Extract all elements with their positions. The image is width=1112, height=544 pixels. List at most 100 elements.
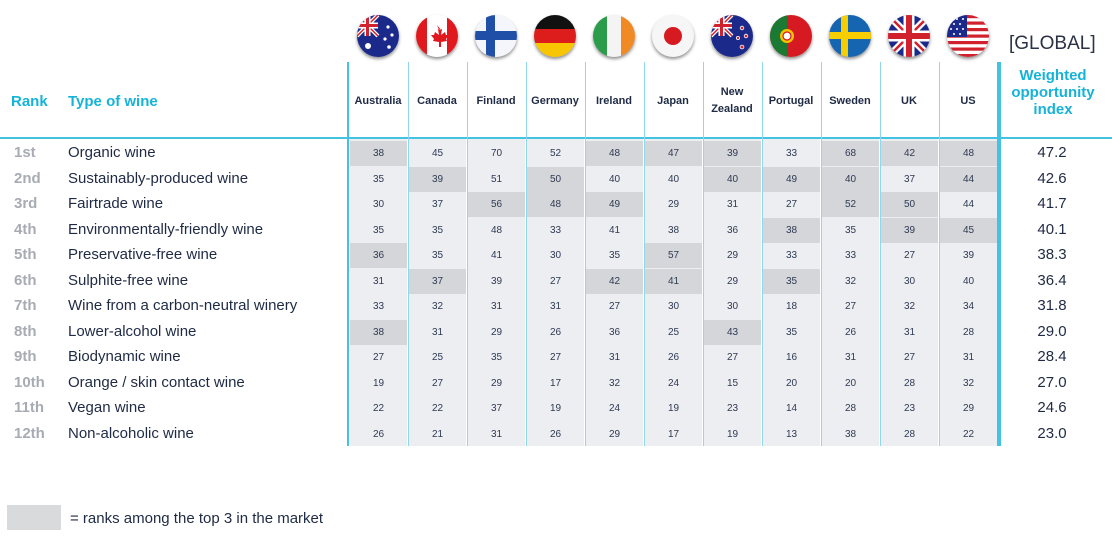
value-cell: 25: [667, 326, 680, 338]
value-cell: 28: [903, 428, 916, 440]
column-divider: [821, 62, 822, 446]
value-cell: 37: [409, 268, 466, 294]
weighted-index-header: Weighted opportunity index: [998, 67, 1108, 118]
header-divider: [0, 137, 1112, 139]
weighted-header-line: opportunity: [1011, 84, 1095, 101]
wine-type-cell: Fairtrade wine: [68, 195, 164, 212]
value-cell: 45: [940, 217, 997, 243]
value-cell: 41: [608, 224, 621, 236]
value-cell: 22: [962, 428, 975, 440]
value-cell: 18: [785, 301, 798, 312]
country-header: Japan: [644, 93, 702, 110]
value-cell: 31: [490, 428, 503, 440]
value-cell: 31: [726, 199, 739, 210]
value-cell: 32: [431, 301, 444, 312]
value-cell: 68: [822, 141, 879, 166]
country-header: New Zealand: [703, 84, 761, 118]
weighted-header-line: index: [1033, 101, 1073, 118]
value-cell: 17: [667, 428, 680, 440]
value-cell: 30: [903, 275, 916, 287]
value-cell: 35: [372, 224, 385, 236]
wine-type-cell: Wine from a carbon-neutral winery: [68, 297, 298, 314]
weighted-index-cell: 36.4: [1037, 271, 1067, 289]
value-cell: 48: [490, 224, 503, 236]
value-cell: 39: [409, 166, 466, 192]
column-divider: [526, 62, 527, 446]
value-cell: 14: [785, 403, 798, 414]
value-cell: 39: [490, 275, 503, 287]
value-cell: 35: [490, 352, 503, 363]
value-cell: 33: [372, 301, 385, 312]
value-cell: 41: [645, 268, 702, 294]
value-cell: 39: [962, 250, 975, 261]
value-cell: 35: [431, 224, 444, 236]
value-cell: 30: [667, 301, 680, 312]
rank-cell: 5th: [14, 246, 37, 263]
value-cell: 26: [549, 428, 562, 440]
weighted-index-cell: 42.6: [1037, 169, 1067, 187]
ireland-flag-icon: [593, 15, 635, 57]
legend-text: = ranks among the top 3 in the market: [70, 510, 324, 527]
wine-type-cell: Vegan wine: [68, 399, 146, 416]
value-cell: 31: [431, 326, 444, 338]
global-label: [GLOBAL]: [1009, 33, 1096, 54]
country-name-line: Ireland: [595, 95, 633, 107]
country-header: Portugal: [762, 93, 820, 110]
value-cell: 39: [704, 141, 761, 166]
value-cell: 50: [527, 166, 584, 192]
value-cell: 40: [704, 166, 761, 192]
value-cell: 47: [645, 141, 702, 166]
rank-cell: 9th: [14, 348, 37, 365]
value-cell: 31: [549, 301, 562, 312]
value-cell: 29: [726, 275, 739, 287]
country-name-line: Portugal: [768, 95, 814, 107]
country-name-line: Zealand: [711, 103, 753, 115]
value-cell: 48: [940, 141, 997, 166]
value-cell: 31: [962, 352, 975, 363]
value-cell: 19: [726, 428, 739, 440]
value-cell: 29: [490, 326, 503, 338]
value-cell: 42: [586, 268, 643, 294]
value-cell: 32: [844, 275, 857, 287]
weighted-index-cell: 38.3: [1037, 246, 1067, 263]
rank-cell: 3rd: [14, 195, 38, 212]
value-cell: 35: [844, 224, 857, 236]
wine-type-cell: Lower-alcohol wine: [68, 322, 197, 340]
rank-header: Rank: [11, 93, 48, 110]
value-cell: 27: [844, 301, 857, 312]
wine-type-cell: Preservative-free wine: [68, 246, 218, 263]
country-name-line: Sweden: [829, 95, 871, 107]
value-cell: 35: [785, 326, 798, 338]
rank-cell: 10th: [14, 373, 45, 391]
weighted-index-cell: 23.0: [1037, 424, 1067, 442]
value-cell: 29: [726, 250, 739, 261]
value-cell: 48: [586, 141, 643, 166]
value-cell: 35: [608, 250, 621, 261]
value-cell: 39: [881, 217, 938, 243]
column-divider: [703, 62, 704, 446]
country-header: US: [939, 93, 997, 110]
weighted-index-cell: 47.2: [1037, 144, 1067, 161]
value-cell: 38: [667, 224, 680, 236]
value-cell: 20: [844, 377, 857, 389]
value-cell: 45: [431, 148, 444, 159]
country-header: Australia: [349, 93, 407, 110]
value-cell: 27: [726, 352, 739, 363]
value-cell: 20: [785, 377, 798, 389]
value-cell: 28: [903, 377, 916, 389]
country-name-line: Canada: [417, 95, 457, 107]
country-header: Ireland: [585, 93, 643, 110]
value-cell: 29: [962, 403, 975, 414]
country-header: UK: [880, 93, 938, 110]
value-cell: 50: [881, 192, 938, 217]
rank-cell: 2nd: [14, 169, 41, 187]
value-cell: 22: [431, 403, 444, 414]
value-cell: 48: [527, 192, 584, 217]
value-cell: 16: [785, 352, 798, 363]
value-cell: 38: [350, 319, 407, 345]
rank-cell: 12th: [14, 424, 45, 442]
value-cell: 57: [645, 243, 702, 268]
column-divider: [999, 62, 1001, 446]
value-cell: 40: [667, 173, 680, 185]
value-cell: 29: [490, 377, 503, 389]
